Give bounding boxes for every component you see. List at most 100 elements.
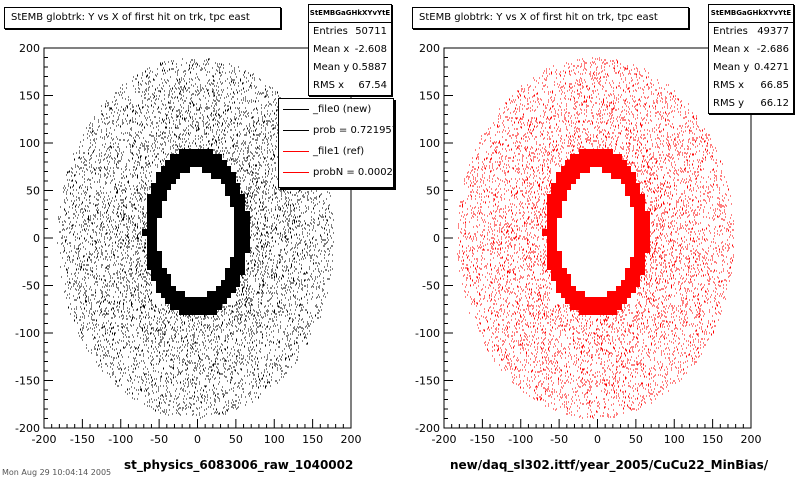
ring-cell	[639, 206, 645, 213]
ring-cell	[551, 229, 557, 236]
y-tick-label: 100	[19, 137, 40, 150]
ring-cell	[207, 308, 213, 315]
ring-cell	[630, 172, 636, 179]
ring-cell	[584, 149, 590, 156]
ring-cell	[556, 183, 562, 190]
ring-cell	[602, 149, 608, 156]
ring-cell	[156, 280, 162, 287]
ring-cell	[207, 160, 213, 167]
ring-cell	[202, 160, 208, 167]
ring-cell	[244, 240, 250, 247]
ring-cell	[234, 217, 240, 224]
ring-cell	[551, 257, 557, 264]
ring-cell	[174, 160, 180, 167]
ring-cell	[147, 211, 153, 218]
ring-cell	[574, 303, 580, 310]
ring-cell	[639, 251, 645, 258]
ring-cell	[225, 166, 231, 173]
ring-cell	[602, 160, 608, 167]
ring-cell	[598, 154, 604, 161]
ring-cell	[179, 166, 185, 173]
ring-cell	[621, 291, 627, 298]
ring-cell	[634, 234, 640, 241]
right-stats-box: StEMBGaGHkXYvYtE Entries 49377 Mean x -2.6…	[708, 4, 794, 114]
ring-cell	[151, 194, 157, 201]
ring-cell	[225, 286, 231, 293]
ring-cell	[147, 257, 153, 264]
ring-cell	[579, 291, 585, 298]
ring-cell	[598, 160, 604, 167]
ring-cell	[547, 217, 553, 224]
ring-cell	[147, 240, 153, 247]
ring-cell	[165, 291, 171, 298]
ring-cell	[161, 177, 167, 184]
ring-cell	[630, 177, 636, 184]
ring-cell	[579, 303, 585, 310]
ring-cell	[634, 200, 640, 207]
ring-cell	[584, 154, 590, 161]
ring-cell	[216, 286, 222, 293]
ring-cell	[198, 149, 204, 156]
ring-cell	[570, 172, 576, 179]
ring-cell	[579, 308, 585, 315]
ring-cell	[634, 263, 640, 270]
ring-cell	[156, 177, 162, 184]
ring-cell	[588, 308, 594, 315]
ring-cell	[561, 274, 567, 281]
ring-cell	[239, 246, 245, 253]
ring-cell	[184, 166, 190, 173]
ring-cell	[193, 297, 199, 304]
ring-cell	[634, 246, 640, 253]
ring-cell	[198, 160, 204, 167]
ring-cell	[547, 240, 553, 247]
ring-cell	[630, 263, 636, 270]
ring-cell	[565, 166, 571, 173]
ring-cell	[198, 297, 204, 304]
ring-cell	[584, 303, 590, 310]
ring-cell	[188, 303, 194, 310]
ring-cell	[570, 166, 576, 173]
ring-cell	[574, 160, 580, 167]
ring-cell	[634, 217, 640, 224]
ring-cell	[625, 183, 631, 190]
ring-cell	[239, 200, 245, 207]
ring-cell	[207, 149, 213, 156]
ring-cell	[221, 172, 227, 179]
ring-cell	[225, 268, 231, 275]
ring-cell	[221, 286, 227, 293]
ring-cell	[165, 177, 171, 184]
ring-cell	[574, 291, 580, 298]
ring-cell	[602, 303, 608, 310]
y-tick-label: 200	[419, 42, 440, 55]
ring-cell	[202, 303, 208, 310]
ring-cell	[239, 194, 245, 201]
ring-cell	[198, 154, 204, 161]
plot-frame	[443, 47, 752, 429]
x-tick-label: 100	[664, 433, 685, 446]
ring-cell	[193, 160, 199, 167]
x-tick-label: 50	[229, 433, 243, 446]
ring-cell	[565, 291, 571, 298]
ring-cell	[234, 183, 240, 190]
ring-cell	[561, 268, 567, 275]
right-stats-entries: Entries 49377	[713, 26, 789, 37]
ring-cell	[588, 297, 594, 304]
ring-cell	[556, 251, 562, 258]
ring-cell	[565, 183, 571, 190]
ring-cell	[611, 172, 617, 179]
ring-cell	[156, 268, 162, 275]
ring-cell	[639, 234, 645, 241]
ring-cell	[630, 194, 636, 201]
ring-cell	[234, 240, 240, 247]
ring-cell	[239, 268, 245, 275]
x-tick-label: -50	[150, 433, 168, 446]
ring-cell	[230, 172, 236, 179]
ring-cell	[234, 223, 240, 230]
ring-cell	[607, 308, 613, 315]
ring-cell	[551, 234, 557, 241]
ring-cell	[630, 286, 636, 293]
ring-cell	[542, 229, 548, 236]
ring-cell	[225, 177, 231, 184]
ring-cell	[156, 194, 162, 201]
ring-cell	[184, 160, 190, 167]
